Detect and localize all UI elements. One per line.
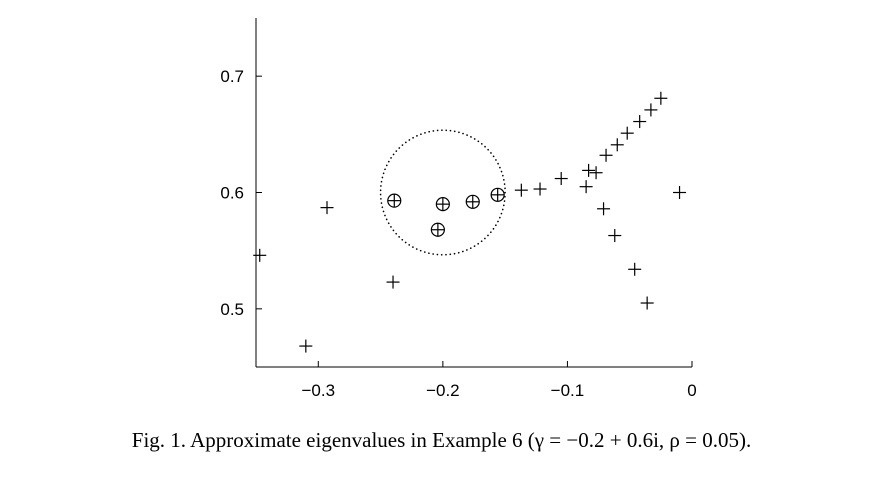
x-tick-label: −0.2 [426, 381, 460, 400]
eigenvalue-markers [253, 91, 687, 353]
y-tick-label: 0.7 [220, 67, 244, 86]
y-axis-ticks: 0.5 0.6 0.7 [220, 67, 262, 319]
y-tick-label: 0.5 [220, 300, 244, 319]
circled-plus-marker [490, 187, 505, 202]
plus-marker [514, 183, 528, 197]
plus-marker [579, 180, 593, 194]
dotted-region-circle [379, 129, 506, 256]
plus-marker [640, 296, 654, 310]
circled-plus-marker [387, 193, 402, 208]
plus-marker [320, 201, 334, 215]
circled-plus-marker [430, 222, 445, 237]
eigenvalue-scatter-plot: −0.3 −0.2 −0.1 0 0.5 0.6 0.7 [220, 18, 697, 400]
plus-marker [610, 138, 624, 152]
plus-marker [633, 115, 647, 129]
x-tick-label: 0 [687, 381, 696, 400]
plus-marker [253, 248, 267, 262]
plus-marker [599, 148, 613, 162]
circled-plus-marker [465, 194, 480, 209]
plus-marker [554, 172, 568, 186]
plus-marker [644, 103, 658, 117]
plus-marker [628, 262, 642, 276]
figure-caption: Fig. 1. Approximate eigenvalues in Examp… [131, 428, 752, 452]
y-tick-label: 0.6 [220, 184, 244, 203]
plus-marker [654, 91, 668, 105]
plus-marker [589, 166, 603, 180]
plus-marker [533, 182, 547, 196]
x-tick-label: −0.1 [551, 381, 585, 400]
circled-plus-marker [435, 197, 450, 212]
x-axis-ticks: −0.3 −0.2 −0.1 0 [302, 361, 697, 400]
dotted-circle [379, 129, 506, 256]
plus-marker [673, 186, 687, 199]
plus-marker [386, 275, 400, 289]
plus-marker [608, 229, 622, 243]
x-tick-label: −0.3 [302, 381, 336, 400]
plus-marker [582, 163, 596, 177]
plus-marker [597, 202, 611, 216]
plus-marker [299, 339, 313, 353]
plus-marker [620, 126, 634, 140]
